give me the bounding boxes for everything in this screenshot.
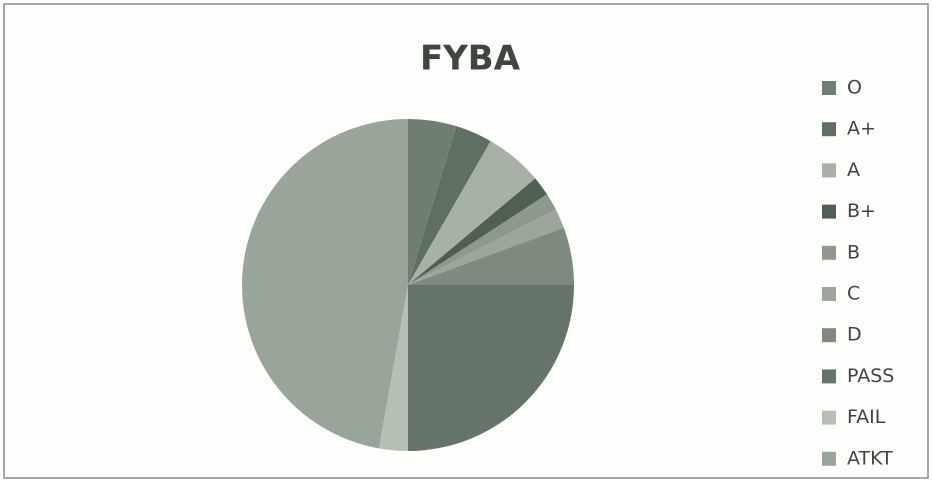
legend-label: ATKT: [847, 447, 893, 469]
pie-slice: [408, 227, 574, 285]
pie-slice: [408, 209, 564, 285]
pie-slice: [408, 126, 491, 286]
pie-slice: [408, 178, 548, 285]
legend-swatch: [822, 122, 836, 137]
pie-slice: [408, 119, 457, 285]
legend-label: C: [847, 283, 860, 305]
legend-label: FAIL: [847, 406, 886, 428]
pie-slice: [408, 194, 556, 285]
legend-label: PASS: [847, 365, 894, 387]
legend-swatch: [822, 369, 836, 384]
legend-label: D: [847, 324, 862, 346]
legend-swatch: [822, 328, 836, 343]
pie-slice: [242, 119, 408, 449]
legend-swatch: [822, 245, 836, 260]
legend-swatch: [822, 451, 836, 466]
legend-swatch: [822, 204, 836, 219]
legend-label: B+: [847, 200, 876, 222]
pie-slice: [378, 285, 408, 451]
legend-label: B: [847, 241, 860, 263]
legend-swatch: [822, 410, 836, 425]
chart-title: FYBA: [420, 39, 521, 79]
legend-swatch: [822, 163, 836, 178]
legend-label: A+: [847, 118, 876, 140]
legend-swatch: [822, 287, 836, 301]
pie-slice: [408, 141, 536, 285]
legend-swatch: [822, 81, 836, 95]
legend-label: O: [847, 77, 862, 99]
legend-label: A: [847, 159, 860, 181]
pie-slice: [408, 285, 574, 451]
